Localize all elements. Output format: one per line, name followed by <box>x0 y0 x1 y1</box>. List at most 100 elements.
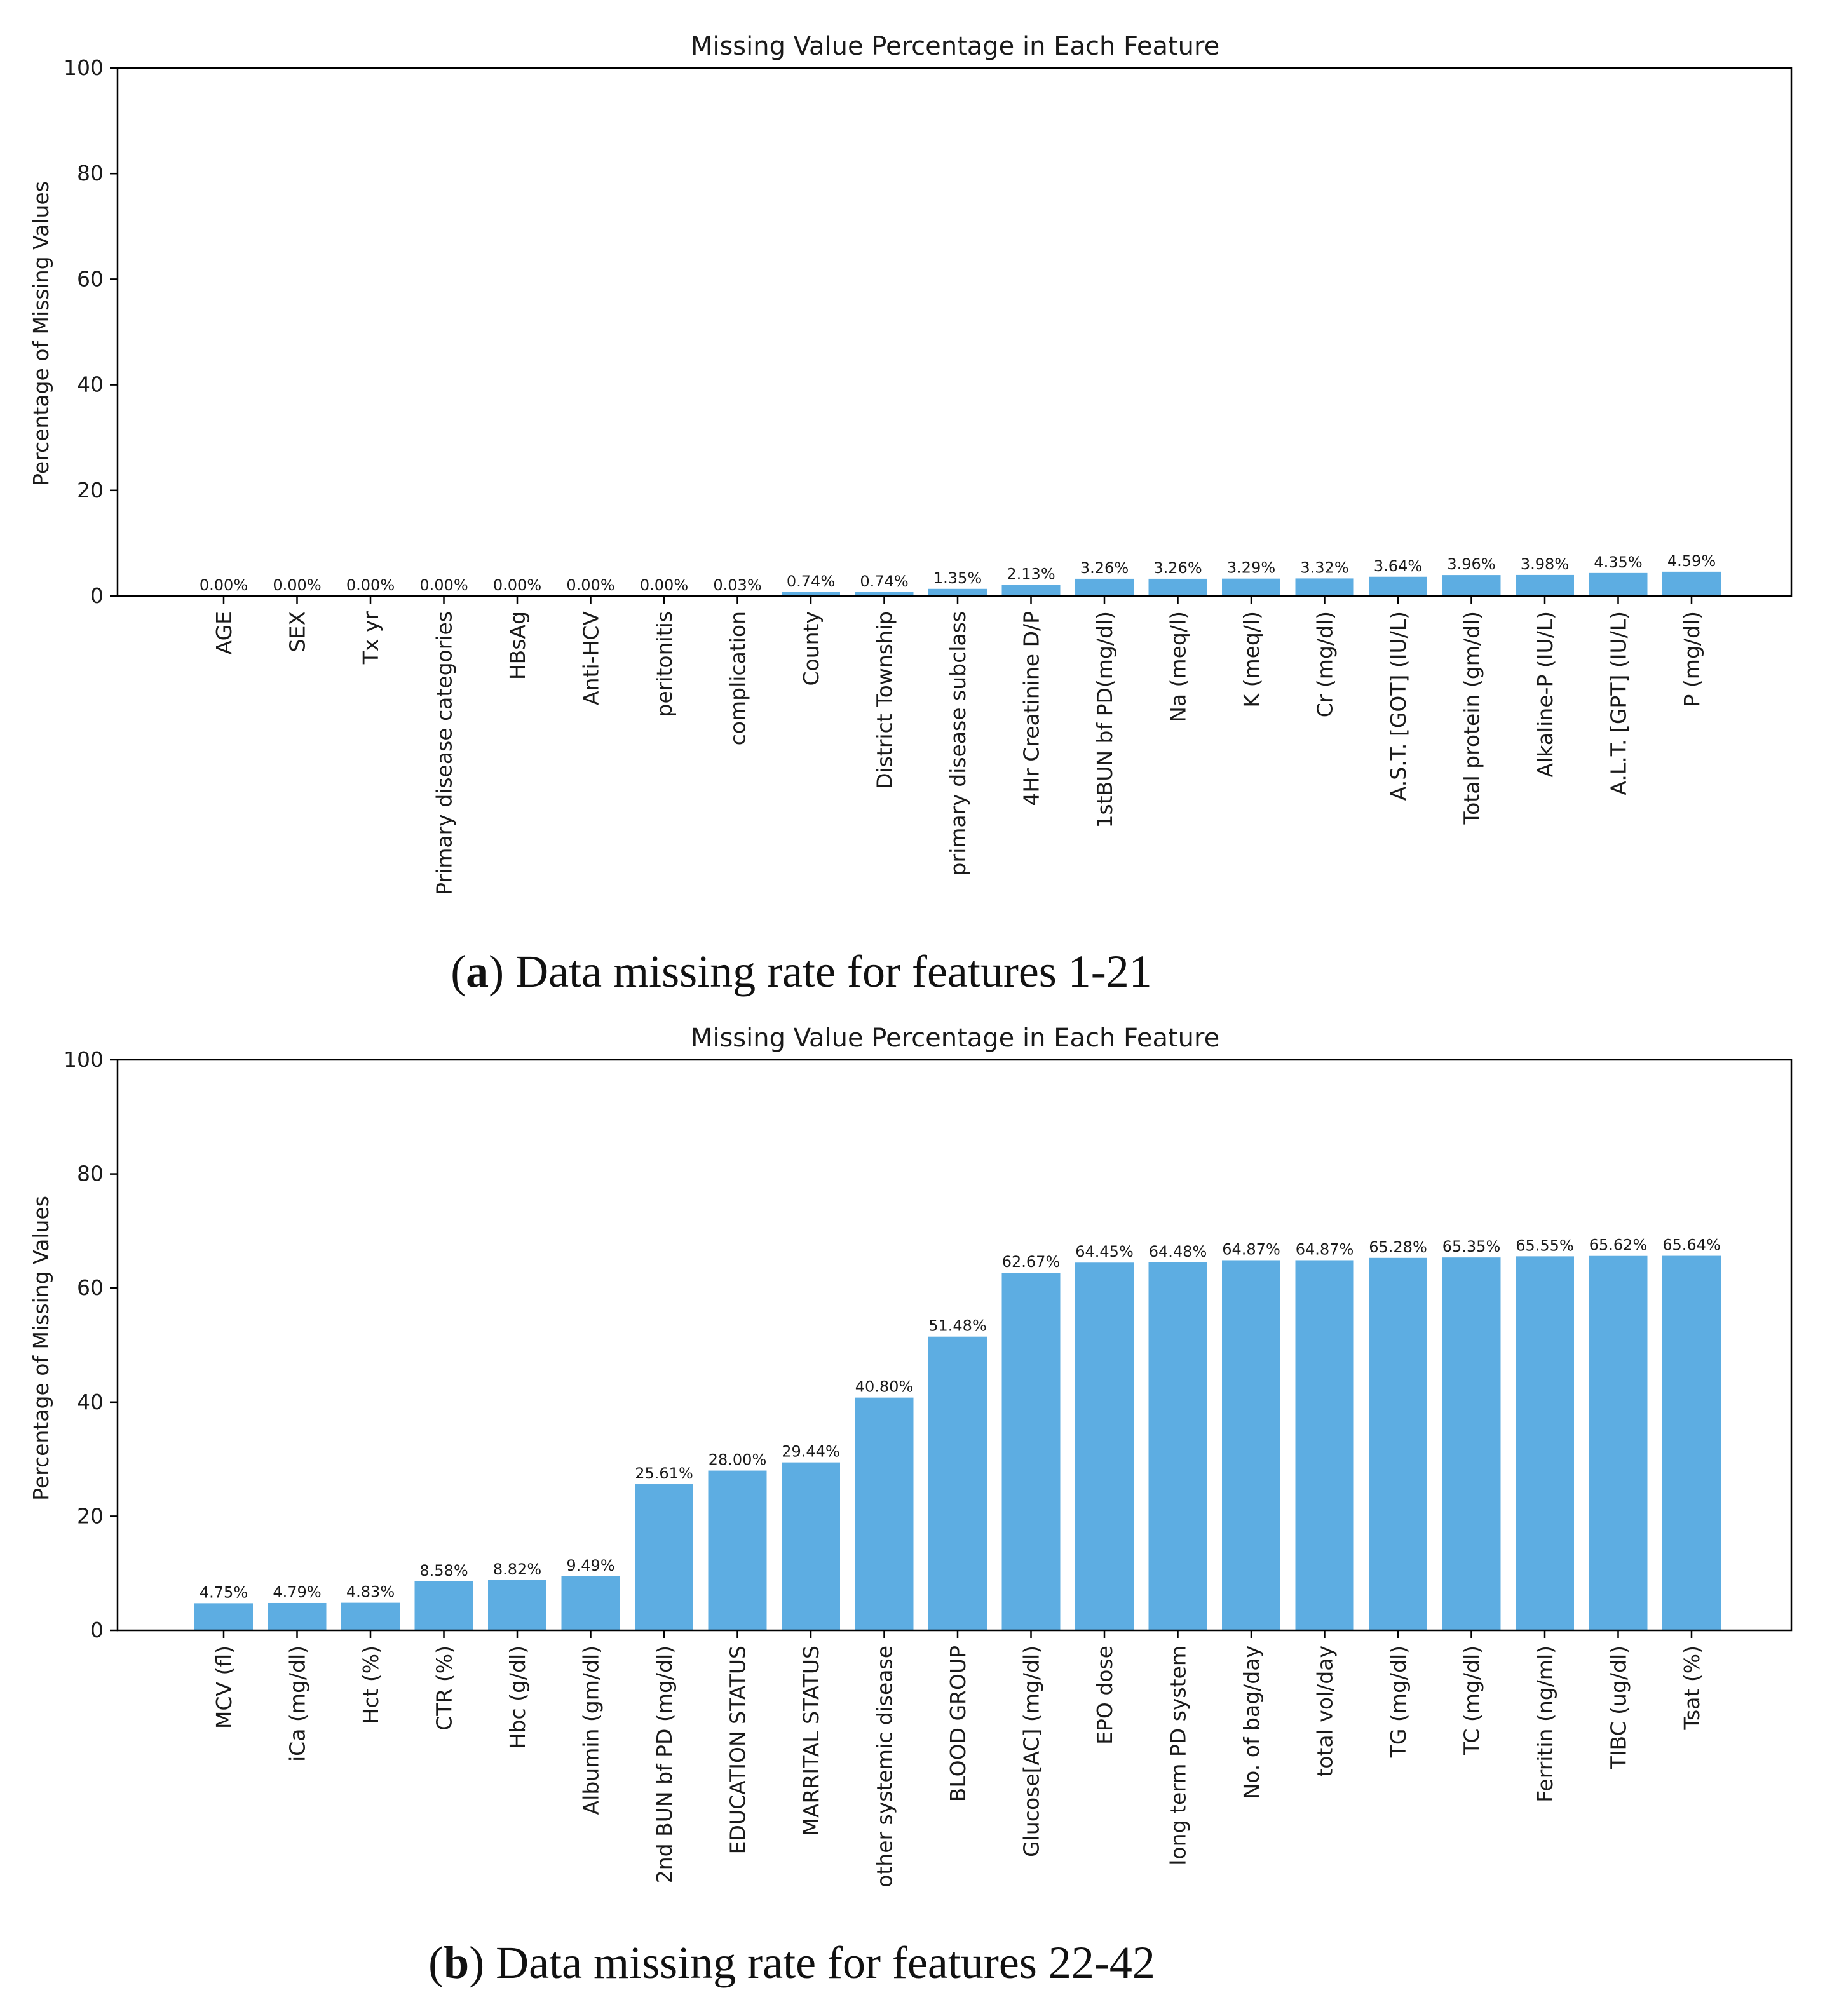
x-tick-label: Cr (mg/dl) <box>1313 611 1338 717</box>
x-tick-label: Tx yr <box>358 611 383 665</box>
data-label: 3.98% <box>1521 555 1569 573</box>
bar <box>1148 578 1207 596</box>
data-label: 4.83% <box>346 1583 395 1601</box>
chart-title: Missing Value Percentage in Each Feature <box>691 1024 1219 1053</box>
y-tick-label: 40 <box>77 1390 104 1414</box>
y-tick-label: 20 <box>77 478 104 503</box>
x-tick-label: CTR (%) <box>432 1646 457 1731</box>
bar <box>1442 1257 1501 1630</box>
x-tick-label: other systemic disease <box>872 1646 897 1888</box>
x-tick-label: long term PD system <box>1166 1646 1191 1865</box>
data-label: 0.00% <box>566 576 614 594</box>
x-tick-label: 4Hr Creatinine D/P <box>1019 611 1044 806</box>
y-tick-label: 100 <box>64 55 104 80</box>
caption-b: (b) Data missing rate for features 22-42 <box>428 1937 1155 1988</box>
x-tick-label: County <box>799 611 824 686</box>
x-tick-label: MARRITAL STATUS <box>799 1646 824 1836</box>
data-label: 51.48% <box>928 1317 987 1335</box>
x-tick-label: complication <box>726 611 750 745</box>
bar <box>782 1462 840 1630</box>
data-label: 28.00% <box>709 1451 767 1469</box>
y-tick-label: 20 <box>77 1503 104 1528</box>
data-label: 64.48% <box>1149 1243 1207 1261</box>
bar <box>341 1602 400 1630</box>
bar <box>708 1470 767 1630</box>
data-label: 8.82% <box>493 1560 541 1578</box>
bar <box>1662 571 1721 596</box>
x-tick-label: K (meq/l) <box>1239 611 1264 708</box>
data-label: 64.87% <box>1222 1240 1280 1258</box>
data-label: 65.64% <box>1662 1236 1721 1254</box>
x-tick-label: Ferritin (ng/ml) <box>1533 1646 1557 1803</box>
x-tick-label: A.S.T. [GOT] (IU/L) <box>1386 611 1411 801</box>
x-tick-label: 2nd BUN bf PD (mg/dl) <box>652 1646 677 1883</box>
x-tick-label: Hct (%) <box>358 1646 383 1724</box>
data-label-group: 4.75% 4.79% 4.83% 8.58% 8.82% 9.49% 25.61% 28.0… <box>200 1236 1721 1602</box>
data-label: 4.59% <box>1667 552 1716 570</box>
x-tick-label: No. of bag/day <box>1239 1646 1264 1799</box>
bar <box>635 1484 693 1630</box>
chart-title: Missing Value Percentage in Each Feature <box>691 32 1219 61</box>
bar <box>1516 1256 1574 1630</box>
y-tick-label: 80 <box>77 161 104 186</box>
data-label: 3.26% <box>1080 559 1129 577</box>
x-tick-label: 1stBUN bf PD(mg/dl) <box>1092 611 1117 829</box>
x-tick-label: AGE <box>212 611 236 654</box>
bar <box>1369 1257 1427 1630</box>
x-tick-label: Glucose[AC] (mg/dl) <box>1019 1646 1044 1857</box>
x-tick-label: EDUCATION STATUS <box>726 1646 750 1854</box>
x-tick-label: MCV (fl) <box>212 1646 236 1729</box>
data-label-group: 0.00% 0.00% 0.00% 0.00% 0.00% 0.00% 0.00% 0.03%… <box>200 552 1716 594</box>
bar <box>414 1581 473 1630</box>
y-tick-label: 40 <box>77 372 104 397</box>
x-tick-label: Albumin (gm/dl) <box>579 1646 604 1815</box>
x-tick-label: Tsat (%) <box>1679 1646 1704 1731</box>
data-label: 8.58% <box>419 1562 468 1580</box>
x-tick-label: District Township <box>872 611 897 789</box>
y-axis-label: Percentage of Missing Values <box>29 1196 53 1501</box>
data-label: 3.29% <box>1227 559 1275 577</box>
data-label: 65.62% <box>1589 1236 1648 1254</box>
data-label: 62.67% <box>1002 1253 1061 1271</box>
bar <box>1589 1255 1648 1630</box>
y-tick-label: 60 <box>77 266 104 291</box>
bar <box>855 592 914 596</box>
data-label: 0.74% <box>787 572 835 590</box>
caption-a: (a) Data missing rate for features 1-21 <box>451 946 1152 997</box>
data-label: 3.64% <box>1374 557 1422 575</box>
x-tick-label: EPO dose <box>1092 1646 1117 1745</box>
y-tick-label: 0 <box>90 1618 104 1642</box>
data-label: 29.44% <box>782 1443 840 1461</box>
chart-panel-a: Missing Value Percentage in Each Feature… <box>29 32 1793 997</box>
bar <box>194 1603 253 1630</box>
data-label: 0.00% <box>200 576 248 594</box>
y-tick-label: 60 <box>77 1275 104 1300</box>
data-label: 25.61% <box>635 1465 693 1482</box>
x-tick-label: Na (meq/l) <box>1166 611 1191 722</box>
x-tick-label: Total protein (gm/dl) <box>1460 611 1484 825</box>
data-label: 3.32% <box>1300 558 1348 576</box>
data-label: 64.87% <box>1296 1240 1354 1258</box>
data-label: 1.35% <box>933 569 982 587</box>
bar <box>782 592 840 596</box>
bar-group <box>194 571 1721 596</box>
bar <box>1222 578 1280 596</box>
data-label: 0.00% <box>640 576 688 594</box>
x-tick-label: TIBC (ug/dl) <box>1606 1646 1631 1769</box>
x-tick-label: iCa (mg/dl) <box>285 1646 310 1762</box>
data-label: 0.00% <box>346 576 395 594</box>
bar <box>1075 578 1134 596</box>
bar <box>1589 572 1648 596</box>
bar <box>1442 575 1501 596</box>
bar <box>855 1397 914 1630</box>
x-tick-label: HBsAg <box>505 611 530 680</box>
x-tick-group: AGE SEX Tx yr Primary disease categories HBs… <box>212 596 1704 895</box>
x-tick-label: TG (mg/dl) <box>1386 1646 1411 1758</box>
x-tick-label: peritonitis <box>652 611 677 717</box>
data-label: 2.13% <box>1007 565 1055 583</box>
data-label: 65.55% <box>1516 1236 1574 1254</box>
x-tick-group: MCV (fl) iCa (mg/dl) Hct (%) CTR (%) Hbc (g/… <box>212 1630 1704 1888</box>
bar <box>1148 1262 1207 1630</box>
data-label: 0.00% <box>419 576 468 594</box>
data-label: 3.96% <box>1447 555 1495 573</box>
